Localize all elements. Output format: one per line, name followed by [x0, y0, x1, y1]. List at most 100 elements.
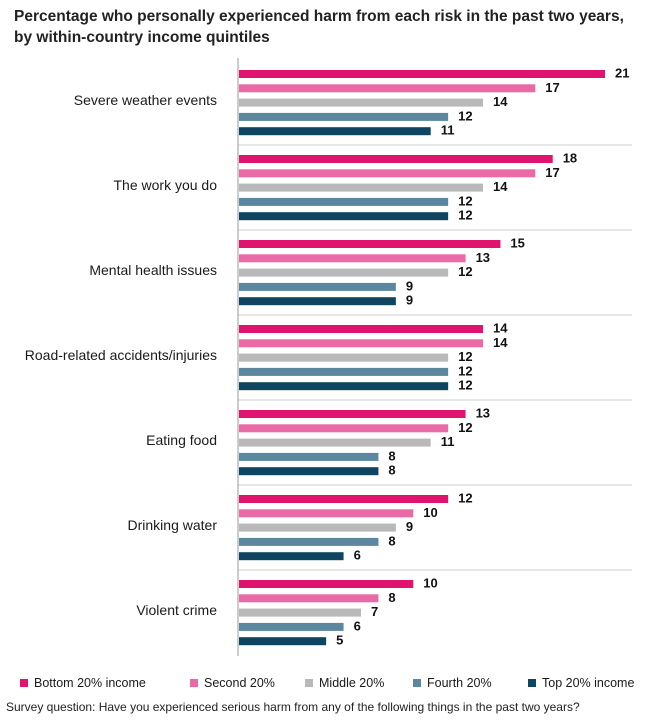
bars: [239, 70, 605, 646]
legend-item-second-20: Second 20%: [190, 676, 275, 690]
bar-road-related-accidents-injuries-bottom-20-income: [239, 325, 483, 333]
data-label-eating-food-fourth-20: 8: [388, 448, 395, 463]
data-label-violent-crime-bottom-20-income: 10: [423, 576, 437, 591]
bar-drinking-water-fourth-20: [239, 537, 379, 546]
data-label-violent-crime-second-20: 8: [388, 590, 395, 605]
bar-eating-food-fourth-20: [239, 452, 379, 461]
legend-item-middle-20: Middle 20%: [305, 676, 384, 690]
data-label-drinking-water-middle-20: 9: [406, 519, 413, 534]
data-label-the-work-you-do-second-20: 17: [545, 165, 559, 180]
bar-eating-food-bottom-20-income: [239, 410, 466, 418]
bar-drinking-water-second-20: [239, 509, 414, 518]
bar-road-related-accidents-injuries-middle-20: [239, 353, 449, 362]
bar-eating-food-top-20-income: [239, 467, 379, 476]
data-label-eating-food-bottom-20-income: 13: [476, 406, 490, 421]
legend-label: Middle 20%: [319, 676, 385, 690]
legend-item-top-20-income: Top 20% income: [528, 676, 634, 690]
bar-drinking-water-top-20-income: [239, 552, 344, 561]
category-labels: Severe weather events The work you do Ment…: [25, 92, 218, 618]
legend-swatch: [305, 679, 313, 687]
legend-label: Second 20%: [204, 676, 275, 690]
bar-severe-weather-events-second-20: [239, 84, 536, 93]
bar-drinking-water-bottom-20-income: [239, 495, 449, 503]
data-label-road-related-accidents-injuries-fourth-20: 12: [458, 363, 472, 378]
legend: Bottom 20% income Second 20% Middle 20% Fou…: [20, 676, 645, 694]
legend-label: Top 20% income: [542, 676, 635, 690]
data-label-road-related-accidents-injuries-bottom-20-income: 14: [493, 321, 508, 336]
data-label-mental-health-issues-bottom-20-income: 15: [510, 236, 524, 251]
bar-violent-crime-middle-20: [239, 608, 361, 617]
bar-violent-crime-bottom-20-income: [239, 580, 414, 588]
data-label-severe-weather-events-middle-20: 14: [493, 94, 508, 109]
data-label-severe-weather-events-second-20: 17: [545, 80, 559, 95]
bar-road-related-accidents-injuries-fourth-20: [239, 367, 449, 376]
data-label-eating-food-middle-20: 11: [441, 434, 455, 449]
data-label-violent-crime-top-20-income: 5: [336, 633, 343, 648]
bar-the-work-you-do-second-20: [239, 169, 536, 178]
category-label-drinking-water: Drinking water: [128, 517, 218, 533]
bar-severe-weather-events-middle-20: [239, 98, 483, 107]
data-label-drinking-water-top-20-income: 6: [354, 548, 361, 563]
data-label-severe-weather-events-top-20-income: 11: [441, 123, 455, 138]
legend-swatch: [413, 679, 421, 687]
bar-violent-crime-second-20: [239, 594, 379, 603]
bar-severe-weather-events-top-20-income: [239, 127, 431, 136]
legend-swatch: [528, 679, 536, 687]
data-label-violent-crime-fourth-20: 6: [354, 618, 361, 633]
bar-violent-crime-top-20-income: [239, 637, 327, 646]
data-label-drinking-water-fourth-20: 8: [388, 533, 395, 548]
data-label-the-work-you-do-bottom-20-income: 18: [563, 151, 577, 166]
data-label-mental-health-issues-middle-20: 12: [458, 264, 472, 279]
data-label-mental-health-issues-second-20: 13: [476, 250, 490, 265]
value-labels: 2117141211181714121215131299141412121213…: [336, 66, 629, 648]
data-label-eating-food-second-20: 12: [458, 420, 472, 435]
data-label-eating-food-top-20-income: 8: [388, 463, 395, 478]
survey-question-footnote: Survey question: Have you experienced se…: [6, 700, 580, 714]
legend-label: Fourth 20%: [427, 676, 492, 690]
bar-violent-crime-fourth-20: [239, 622, 344, 631]
legend-swatch: [190, 679, 198, 687]
data-label-severe-weather-events-bottom-20-income: 21: [615, 66, 629, 81]
category-separators: [238, 144, 632, 571]
bar-mental-health-issues-fourth-20: [239, 282, 396, 291]
data-label-the-work-you-do-middle-20: 14: [493, 179, 508, 194]
data-label-the-work-you-do-fourth-20: 12: [458, 193, 472, 208]
data-label-mental-health-issues-top-20-income: 9: [406, 293, 413, 308]
data-label-severe-weather-events-fourth-20: 12: [458, 108, 472, 123]
data-label-road-related-accidents-injuries-top-20-income: 12: [458, 378, 472, 393]
chart-title: Percentage who personally experienced ha…: [14, 8, 624, 46]
bar-the-work-you-do-bottom-20-income: [239, 155, 553, 163]
bar-the-work-you-do-middle-20: [239, 183, 483, 192]
bar-severe-weather-events-fourth-20: [239, 112, 449, 121]
legend-item-bottom-20-income: Bottom 20% income: [20, 676, 146, 690]
legend-item-fourth-20: Fourth 20%: [413, 676, 492, 690]
bar-road-related-accidents-injuries-second-20: [239, 339, 483, 348]
bar-severe-weather-events-bottom-20-income: [239, 70, 605, 78]
data-label-drinking-water-second-20: 10: [423, 505, 437, 520]
bar-the-work-you-do-top-20-income: [239, 212, 449, 221]
bar-drinking-water-middle-20: [239, 523, 396, 532]
data-label-road-related-accidents-injuries-middle-20: 12: [458, 349, 472, 364]
category-label-mental-health-issues: Mental health issues: [89, 262, 217, 278]
category-label-severe-weather-events: Severe weather events: [74, 92, 217, 108]
bar-road-related-accidents-injuries-top-20-income: [239, 382, 449, 391]
data-label-road-related-accidents-injuries-second-20: 14: [493, 335, 508, 350]
bar-eating-food-middle-20: [239, 438, 431, 447]
bar-mental-health-issues-bottom-20-income: [239, 240, 501, 248]
legend-swatch: [20, 679, 28, 687]
category-label-eating-food: Eating food: [146, 432, 217, 448]
category-label-road-related-accidents-injuries: Road-related accidents/injuries: [25, 347, 217, 363]
bar-mental-health-issues-second-20: [239, 254, 466, 263]
category-label-the-work-you-do: The work you do: [114, 177, 218, 193]
data-label-drinking-water-bottom-20-income: 12: [458, 491, 472, 506]
bar-the-work-you-do-fourth-20: [239, 197, 449, 206]
data-label-violent-crime-middle-20: 7: [371, 604, 378, 619]
legend-label: Bottom 20% income: [34, 676, 146, 690]
category-label-violent-crime: Violent crime: [136, 602, 217, 618]
bar-mental-health-issues-top-20-income: [239, 297, 396, 306]
data-label-the-work-you-do-top-20-income: 12: [458, 208, 472, 223]
bar-eating-food-second-20: [239, 424, 449, 433]
bar-mental-health-issues-middle-20: [239, 268, 449, 277]
data-label-mental-health-issues-fourth-20: 9: [406, 278, 413, 293]
